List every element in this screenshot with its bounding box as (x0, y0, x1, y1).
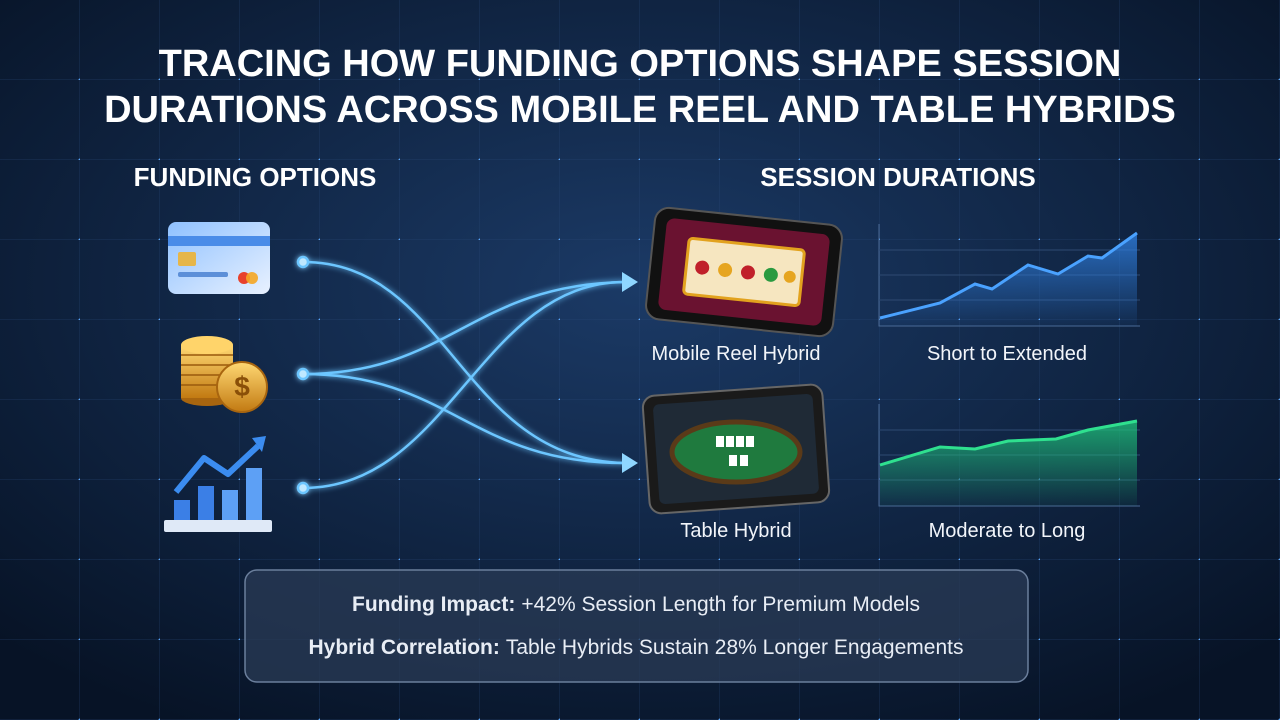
summary-label: Funding Impact: (352, 593, 515, 616)
growth-icon (164, 436, 272, 532)
coins-icon: $ (181, 336, 268, 413)
section-heading: SESSION DURATIONS (760, 162, 1035, 192)
connectors (296, 255, 626, 495)
summary-label: Hybrid Correlation: (309, 636, 500, 659)
svg-text:$: $ (234, 371, 250, 402)
summary-text: +42% Session Length for Premium Models (521, 593, 920, 616)
arrow-head (622, 272, 638, 292)
game-label: Table Hybrid (680, 520, 791, 542)
phone-illustration (645, 206, 843, 338)
section-heading: FUNDING OPTIONS (134, 162, 377, 192)
summary-box (244, 569, 1029, 683)
duration-label: Short to Extended (927, 343, 1087, 365)
summary-line: Hybrid Correlation: Table Hybrids Sustain… (309, 636, 964, 659)
duration-label: Moderate to Long (929, 520, 1086, 542)
trend-chart (878, 224, 1140, 327)
card-icon (168, 222, 270, 294)
tablet-illustration (641, 383, 831, 515)
title-line: TRACING HOW FUNDING OPTIONS SHAPE SESSIO… (159, 43, 1122, 85)
trend-chart (878, 404, 1140, 507)
summary-line: Funding Impact: +42% Session Length for P… (352, 593, 920, 616)
arrow-head (622, 453, 638, 473)
summary-text: Table Hybrids Sustain 28% Longer Engagem… (506, 636, 964, 659)
game-label: Mobile Reel Hybrid (652, 343, 821, 365)
title-line: DURATIONS ACROSS MOBILE REEL AND TABLE H… (104, 89, 1176, 131)
